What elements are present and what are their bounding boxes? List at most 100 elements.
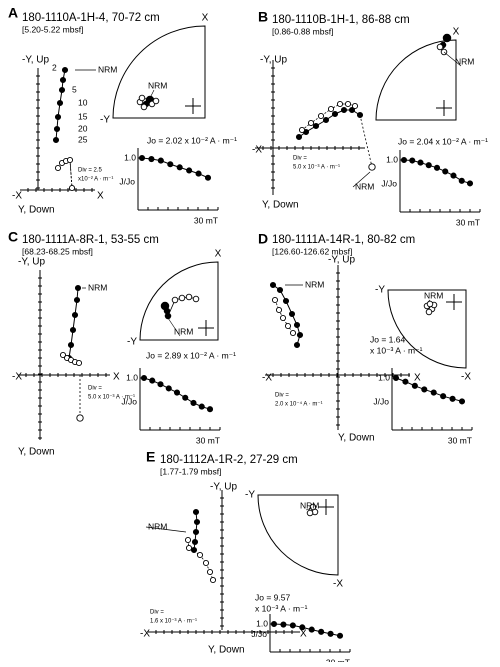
panel-depth: [126.60-126.62 mbsf] xyxy=(272,246,352,256)
point xyxy=(53,125,61,133)
nrm-label: NRM xyxy=(305,279,324,289)
point xyxy=(74,284,82,292)
step-label: 2 xyxy=(52,62,57,72)
line xyxy=(167,317,181,337)
div-label: Div = 2.5 xyxy=(78,168,103,174)
decay-point xyxy=(440,393,447,400)
point xyxy=(71,311,79,319)
decay-point xyxy=(167,161,174,168)
decay-point xyxy=(176,164,183,171)
axis-label: Y, Down xyxy=(338,433,375,444)
jo-label: Jo = 2.04 x 10⁻² A · m⁻¹ xyxy=(398,136,488,146)
point xyxy=(59,351,67,359)
point xyxy=(138,94,146,102)
panel-depth: [5.20-5.22 mbsf] xyxy=(22,24,83,34)
decay-point xyxy=(336,632,344,639)
step-label: 10 xyxy=(78,97,88,107)
stereo-axis-label: -Y xyxy=(375,285,385,296)
point xyxy=(293,341,301,349)
point xyxy=(275,306,283,314)
point xyxy=(69,326,77,334)
decay-point xyxy=(417,159,424,166)
point xyxy=(271,296,279,304)
step-label: 25 xyxy=(78,134,88,144)
div-label: 5.0 x 10⁻³ A · m⁻¹ xyxy=(293,165,340,171)
panel-depth: [68.23-68.25 mbsf] xyxy=(22,246,93,256)
axis-label: X xyxy=(300,629,307,640)
point xyxy=(269,281,277,289)
axis-label: X xyxy=(97,191,104,202)
point xyxy=(289,329,297,337)
axis-label: -Y, Up xyxy=(328,255,355,266)
axis-label: -X xyxy=(252,145,262,156)
decay-point xyxy=(318,628,325,635)
div-label: 2.0 x 10⁻⁴ A · m⁻¹ xyxy=(275,401,323,408)
point xyxy=(276,286,284,294)
point xyxy=(185,293,193,301)
decay-point xyxy=(140,374,148,382)
point xyxy=(67,341,75,349)
jo-label: x 10⁻³ A · m⁻¹ xyxy=(255,603,308,613)
decay-point xyxy=(204,174,212,181)
point xyxy=(288,310,296,318)
panel-title: 180-1112A-1R-2, 27-29 cm xyxy=(160,454,298,466)
stereo-axis-label: X xyxy=(202,13,209,24)
decay-point xyxy=(458,177,465,184)
demag-path xyxy=(359,114,373,168)
decay-point xyxy=(458,398,466,405)
stereo-axis-label: X xyxy=(215,249,222,260)
x-axis-label: 30 mT xyxy=(448,435,472,445)
panel-label: C xyxy=(8,229,18,245)
decay-point xyxy=(425,162,432,169)
div-label: Div = xyxy=(150,610,164,616)
point xyxy=(75,359,83,367)
panel-label: D xyxy=(258,231,268,247)
point xyxy=(327,105,335,113)
decay-point xyxy=(430,389,437,396)
point xyxy=(317,112,325,120)
axis-label: Y, Down xyxy=(18,447,55,458)
div-label: Div = xyxy=(293,156,307,162)
point xyxy=(68,184,76,192)
nrm-label: NRM xyxy=(148,80,167,90)
jo-label: Jo = 1.64 xyxy=(370,334,405,344)
decay-point xyxy=(165,385,172,392)
stereo-axis-label: -Y xyxy=(245,490,255,501)
point xyxy=(331,110,339,118)
panel-title: 180-1110A-1H-4, 70-72 cm xyxy=(22,12,160,24)
x-axis-label: 30 mT xyxy=(456,217,480,227)
decay-point xyxy=(466,180,474,187)
panel-depth: [1.77-1.79 mbsf] xyxy=(160,466,221,476)
stereonet xyxy=(375,39,457,121)
point xyxy=(298,126,306,134)
decay-point xyxy=(182,394,189,401)
point xyxy=(190,546,198,554)
axis-label: -Y, Up xyxy=(260,55,287,66)
point xyxy=(344,100,352,108)
point xyxy=(58,86,66,94)
point xyxy=(322,116,330,124)
y-tick-label: 1.0 xyxy=(124,152,136,162)
point xyxy=(140,103,148,111)
axis-label: -X xyxy=(12,372,22,383)
axis-label: -Y, Up xyxy=(18,257,45,268)
point xyxy=(309,503,317,511)
point xyxy=(52,136,60,144)
axis-label: -X xyxy=(12,191,22,202)
axis-label: X xyxy=(113,372,120,383)
y-tick-label: 1.0 xyxy=(386,154,398,164)
point xyxy=(192,528,200,536)
decay-point xyxy=(270,620,278,628)
decay-point xyxy=(400,156,408,164)
point xyxy=(356,111,364,119)
point xyxy=(202,559,210,567)
x-axis-label: 30 mT xyxy=(326,657,350,662)
decay-point xyxy=(308,626,315,633)
line xyxy=(427,299,431,303)
line xyxy=(145,526,187,533)
decay-point xyxy=(392,374,400,382)
point xyxy=(59,76,67,84)
y-axis-label: J/Jo xyxy=(251,629,267,639)
axis-label: Y, Down xyxy=(18,205,55,216)
